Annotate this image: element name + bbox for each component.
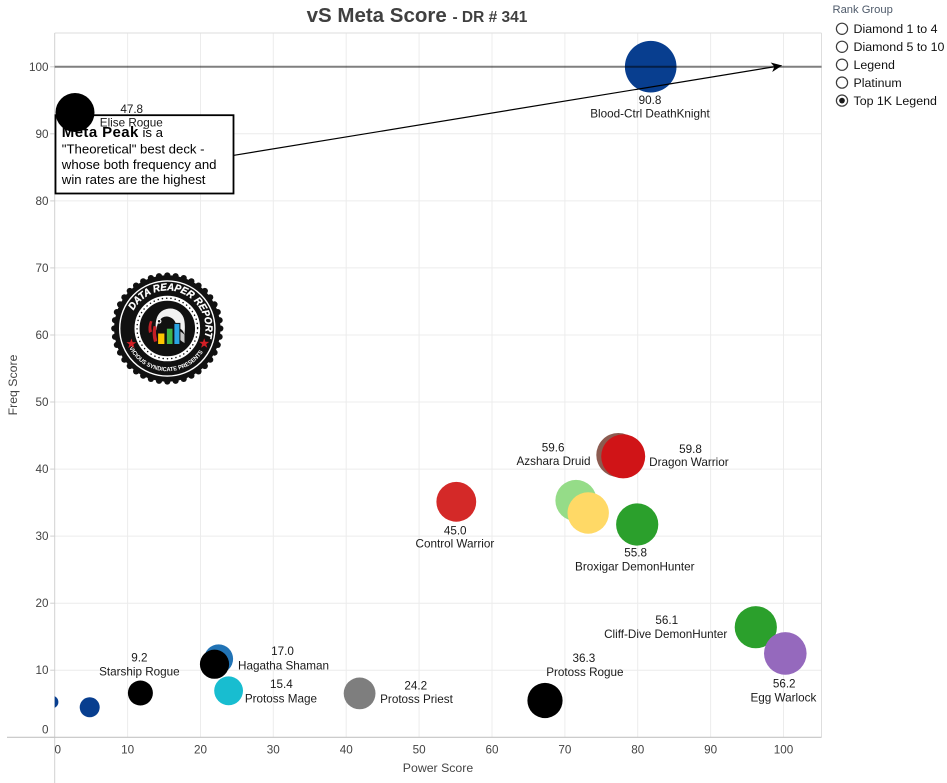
svg-text:0: 0 <box>42 724 49 737</box>
svg-text:20: 20 <box>35 597 49 610</box>
svg-text:Elise Rogue: Elise Rogue <box>100 116 163 129</box>
svg-text:24.2: 24.2 <box>404 679 427 692</box>
svg-text:Egg Warlock: Egg Warlock <box>750 691 816 704</box>
svg-text:100: 100 <box>774 744 794 757</box>
svg-text:50: 50 <box>35 396 49 409</box>
svg-text:vS Meta Score - DR # 341: vS Meta Score - DR # 341 <box>307 4 528 27</box>
svg-text:Power Score: Power Score <box>403 761 474 775</box>
svg-text:60: 60 <box>35 329 49 342</box>
svg-text:60: 60 <box>485 744 499 757</box>
svg-text:70: 70 <box>558 744 572 757</box>
svg-text:40: 40 <box>340 744 354 757</box>
svg-text:70: 70 <box>35 262 49 275</box>
svg-text:Diamond 5 to 10: Diamond 5 to 10 <box>854 40 945 54</box>
svg-text:90: 90 <box>704 744 718 757</box>
svg-text:59.8: 59.8 <box>679 443 702 456</box>
svg-text:Azshara Druid: Azshara Druid <box>516 455 590 468</box>
svg-text:56.2: 56.2 <box>773 677 796 690</box>
svg-text:20: 20 <box>194 744 208 757</box>
svg-text:15.4: 15.4 <box>270 678 293 691</box>
svg-text:win rates are the highest: win rates are the highest <box>61 172 206 187</box>
svg-text:Broxigar DemonHunter: Broxigar DemonHunter <box>575 561 695 574</box>
svg-text:100: 100 <box>29 61 49 74</box>
svg-text:Freq Score: Freq Score <box>6 354 20 415</box>
svg-text:30: 30 <box>35 530 49 543</box>
svg-text:whose both frequency and: whose both frequency and <box>61 157 217 172</box>
svg-text:45.0: 45.0 <box>444 524 467 537</box>
svg-text:Protoss Rogue: Protoss Rogue <box>546 666 623 679</box>
svg-text:50: 50 <box>413 744 427 757</box>
svg-text:55.8: 55.8 <box>624 547 647 560</box>
svg-text:90.8: 90.8 <box>639 94 662 107</box>
svg-text:Platinum: Platinum <box>854 76 902 90</box>
svg-text:36.3: 36.3 <box>573 652 596 665</box>
svg-text:Legend: Legend <box>854 58 895 72</box>
svg-text:59.6: 59.6 <box>542 442 565 455</box>
svg-text:Top 1K Legend: Top 1K Legend <box>854 94 937 108</box>
svg-text:Protoss Mage: Protoss Mage <box>245 692 317 705</box>
svg-text:10: 10 <box>35 664 49 677</box>
svg-text:Rank Group: Rank Group <box>833 4 893 16</box>
svg-text:Cliff-Dive DemonHunter: Cliff-Dive DemonHunter <box>604 628 727 641</box>
svg-text:Diamond 1 to 4: Diamond 1 to 4 <box>854 22 938 36</box>
svg-text:80: 80 <box>631 744 645 757</box>
svg-text:47.8: 47.8 <box>120 103 143 116</box>
svg-text:90: 90 <box>35 128 49 141</box>
svg-text:80: 80 <box>35 195 49 208</box>
svg-text:Control Warrior: Control Warrior <box>416 537 495 550</box>
svg-text:Dragon Warrior: Dragon Warrior <box>649 456 729 469</box>
svg-text:17.0: 17.0 <box>271 645 294 658</box>
svg-text:Blood-Ctrl DeathKnight: Blood-Ctrl DeathKnight <box>590 108 710 121</box>
svg-text:"Theoretical" best deck -: "Theoretical" best deck - <box>62 141 205 156</box>
svg-text:Starship Rogue: Starship Rogue <box>99 665 180 678</box>
svg-text:Hagatha Shaman: Hagatha Shaman <box>238 660 329 673</box>
svg-text:0: 0 <box>55 744 62 757</box>
svg-text:Protoss Priest: Protoss Priest <box>380 693 453 706</box>
svg-text:56.1: 56.1 <box>655 614 678 627</box>
svg-text:10: 10 <box>121 744 135 757</box>
svg-text:30: 30 <box>267 744 281 757</box>
svg-text:40: 40 <box>35 463 49 476</box>
svg-text:9.2: 9.2 <box>131 652 147 665</box>
